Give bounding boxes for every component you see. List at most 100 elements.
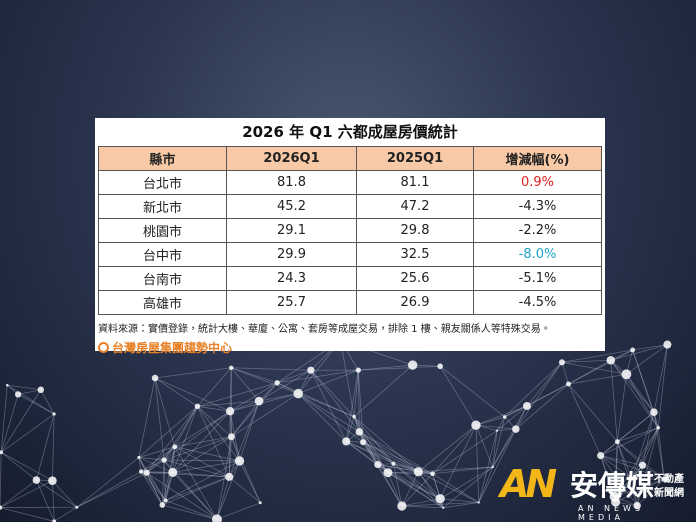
city-cell: 台南市	[98, 266, 227, 291]
network-node	[522, 401, 531, 410]
network-link	[165, 500, 218, 520]
network-link	[228, 411, 231, 477]
network-link	[229, 400, 260, 412]
network-link	[216, 502, 261, 520]
network-link	[561, 361, 627, 375]
network-link	[357, 370, 360, 432]
table-row: 桃園市 29.1 29.8 -2.2%	[98, 218, 602, 243]
network-node	[151, 374, 159, 382]
network-node	[5, 383, 9, 387]
network-node	[159, 502, 166, 508]
network-link	[642, 412, 655, 466]
network-link	[231, 367, 311, 371]
network-link	[353, 416, 389, 473]
network-node	[491, 465, 494, 469]
network-link	[197, 400, 260, 407]
network-link	[362, 441, 419, 473]
network-node	[663, 340, 672, 349]
network-link	[231, 367, 299, 395]
footnote: 資料來源：實價登錄，統計大樓、華廈、公寓、套房等成屋交易，排除 1 樓、親友關係…	[98, 324, 551, 335]
network-link	[657, 344, 668, 428]
network-link	[140, 459, 165, 472]
network-node	[52, 519, 57, 522]
network-link	[377, 464, 419, 473]
network-link	[610, 344, 668, 361]
network-node	[355, 367, 361, 373]
network-node	[225, 407, 235, 416]
network-link	[432, 430, 498, 475]
network-node	[258, 501, 262, 505]
network-link	[146, 472, 167, 501]
network-link	[52, 480, 55, 522]
value-cell: 26.9	[356, 290, 474, 315]
network-link	[636, 478, 665, 506]
network-link	[393, 463, 403, 507]
network-node	[274, 380, 280, 386]
network-link	[401, 471, 419, 507]
network-link	[0, 394, 19, 453]
network-link	[617, 427, 659, 443]
city-cell: 台北市	[98, 170, 227, 195]
value-cell: 0.9%	[473, 170, 602, 195]
network-link	[600, 455, 643, 466]
network-link	[631, 478, 638, 506]
network-link	[478, 430, 498, 503]
network-link	[36, 413, 55, 481]
network-link	[0, 451, 37, 481]
network-link	[216, 436, 232, 520]
network-link	[401, 498, 441, 507]
network-link	[162, 504, 218, 520]
logo-text: 台灣房屋集團趨勢中心	[112, 341, 233, 355]
network-link	[197, 367, 232, 407]
network-node	[471, 420, 481, 430]
network-link	[359, 431, 394, 464]
network-link	[310, 369, 355, 417]
network-link	[154, 367, 232, 379]
network-node	[621, 369, 632, 380]
network-node	[143, 469, 150, 476]
network-link	[310, 369, 360, 433]
network-link	[76, 457, 140, 508]
network-link	[231, 367, 278, 384]
network-link	[197, 406, 240, 462]
network-link	[76, 472, 147, 508]
network-link	[387, 472, 441, 500]
network-link	[345, 441, 379, 465]
network-link	[297, 393, 347, 442]
network-link	[353, 416, 419, 473]
network-link	[340, 340, 355, 417]
network-node	[633, 501, 641, 510]
network-link	[616, 374, 627, 442]
network-link	[138, 457, 163, 506]
network-link	[393, 463, 444, 509]
network-link	[277, 382, 355, 418]
network-node	[502, 415, 507, 419]
value-cell: 29.9	[226, 242, 357, 267]
network-link	[229, 382, 278, 412]
network-link	[154, 377, 198, 407]
network-link	[174, 446, 230, 478]
network-link	[492, 428, 517, 468]
network-link	[36, 479, 55, 522]
network-node	[75, 505, 79, 509]
network-link	[228, 476, 261, 504]
value-cell: 29.1	[226, 218, 357, 243]
network-link	[358, 431, 389, 473]
value-cell: -8.0%	[473, 242, 602, 267]
value-cell: -2.2%	[473, 218, 602, 243]
network-node	[163, 498, 168, 503]
network-link	[617, 411, 655, 443]
network-link	[163, 459, 230, 478]
value-cell: 25.6	[356, 266, 474, 291]
network-link	[615, 465, 643, 503]
network-node	[32, 476, 41, 484]
network-node	[138, 469, 144, 474]
network-link	[377, 464, 433, 475]
watermark-tag: 不動產	[654, 474, 684, 485]
network-link	[401, 505, 444, 509]
network-link	[653, 412, 665, 480]
network-link	[239, 400, 260, 462]
value-cell: 81.1	[356, 170, 474, 195]
network-link	[632, 349, 655, 413]
table-panel: 2026 年 Q1 六都成屋房價統計 縣市 2026Q1 2025Q1 增減幅(%) …	[95, 118, 605, 355]
